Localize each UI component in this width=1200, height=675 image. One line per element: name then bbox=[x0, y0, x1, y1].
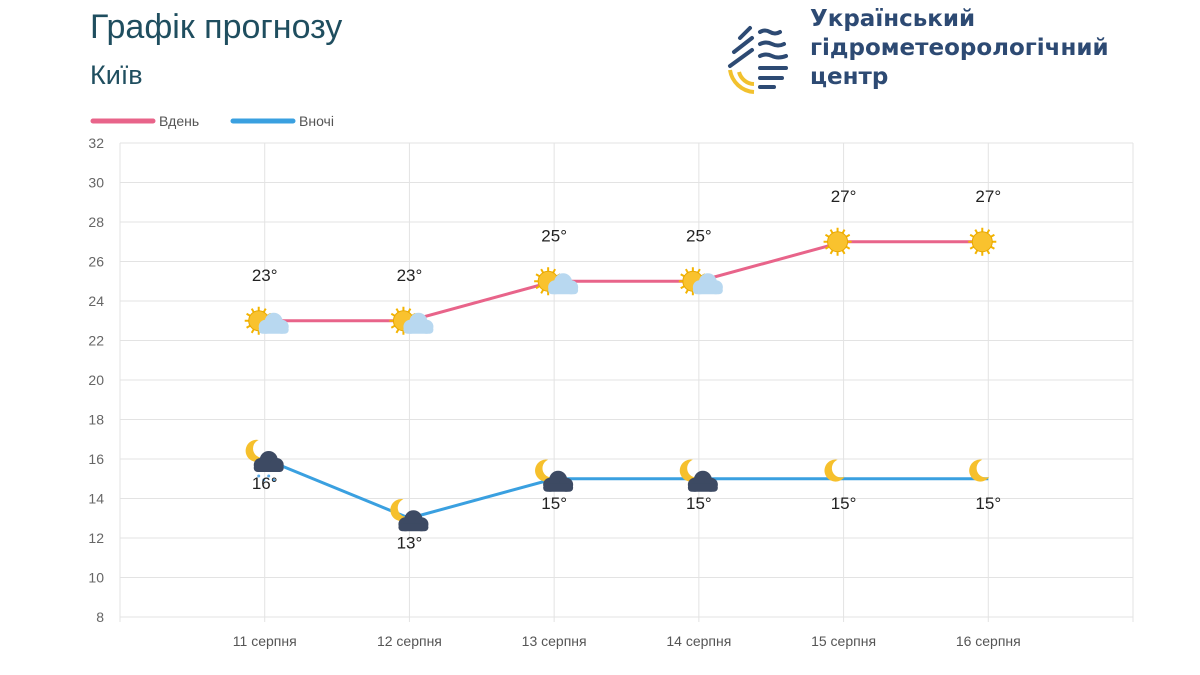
cloud-icon bbox=[687, 470, 718, 492]
weather-icon-moon-cloud bbox=[679, 459, 718, 492]
cloud-icon bbox=[543, 470, 574, 492]
cloud-icon bbox=[403, 312, 434, 334]
data-label: 23° bbox=[252, 266, 278, 285]
moon-icon bbox=[679, 459, 700, 482]
ukrhydromet-logo-icon bbox=[728, 26, 788, 94]
weather-icon-sun-cloud bbox=[678, 267, 723, 296]
rain-drop bbox=[257, 474, 261, 478]
rain-drop bbox=[272, 478, 276, 482]
data-label: 25° bbox=[686, 226, 712, 245]
moon-icon bbox=[390, 499, 411, 522]
cloud-icon bbox=[253, 451, 284, 472]
data-label: 27° bbox=[975, 187, 1001, 206]
cloud-icon bbox=[398, 510, 429, 532]
weather-icon-sun-cloud bbox=[389, 306, 434, 335]
city-name: Київ bbox=[90, 60, 143, 90]
legend-label: Вночі bbox=[299, 113, 334, 129]
data-label: 13° bbox=[397, 533, 423, 552]
rain-drop bbox=[267, 474, 271, 478]
weather-icon-moon bbox=[969, 459, 990, 482]
moon-icon bbox=[969, 459, 990, 482]
cloud-icon bbox=[258, 312, 289, 334]
series-line-day bbox=[264, 240, 989, 323]
weather-icon-sun bbox=[823, 227, 852, 256]
page-title: Графік прогнозу bbox=[90, 8, 343, 46]
sun-icon bbox=[823, 227, 852, 256]
y-tick-label: 24 bbox=[88, 293, 104, 309]
weather-icon-moon bbox=[824, 459, 845, 482]
moon-icon bbox=[824, 459, 845, 482]
data-label: 15° bbox=[686, 494, 712, 513]
org-line-1: Український bbox=[810, 6, 976, 32]
y-tick-label: 20 bbox=[88, 372, 104, 388]
y-tick-label: 18 bbox=[88, 412, 104, 428]
moon-icon bbox=[535, 459, 556, 482]
y-tick-label: 16 bbox=[88, 451, 104, 467]
weather-icon-sun-cloud bbox=[534, 267, 579, 296]
data-label: 16° bbox=[252, 474, 278, 493]
data-label: 23° bbox=[397, 266, 423, 285]
weather-icon-moon-cloud bbox=[535, 459, 574, 492]
weather-icon-moon-rain bbox=[245, 439, 284, 472]
weather-icon-moon-cloud bbox=[390, 499, 429, 532]
x-tick-label: 16 серпня bbox=[956, 633, 1021, 649]
data-label: 15° bbox=[831, 494, 857, 513]
x-tick-label: 14 серпня bbox=[666, 633, 731, 649]
rain-drop bbox=[262, 478, 266, 482]
organization-name: Український гідрометеорологічний центр bbox=[810, 5, 1109, 92]
org-line-3: центр bbox=[810, 64, 889, 90]
weather-icon-sun-cloud bbox=[244, 306, 289, 335]
data-label: 27° bbox=[831, 187, 857, 206]
y-tick-label: 30 bbox=[88, 175, 104, 191]
y-tick-label: 22 bbox=[88, 333, 104, 349]
x-tick-label: 12 серпня bbox=[377, 633, 442, 649]
y-tick-label: 12 bbox=[88, 530, 104, 546]
y-tick-label: 8 bbox=[96, 609, 104, 625]
data-label: 25° bbox=[541, 226, 567, 245]
weather-icon-sun bbox=[968, 227, 997, 256]
cloud-icon bbox=[692, 273, 723, 295]
sun-icon bbox=[968, 227, 997, 256]
data-label: 15° bbox=[541, 494, 567, 513]
y-tick-label: 28 bbox=[88, 214, 104, 230]
cloud-icon bbox=[548, 273, 579, 295]
y-tick-label: 26 bbox=[88, 254, 104, 270]
x-tick-label: 15 серпня bbox=[811, 633, 876, 649]
legend-label: Вдень bbox=[159, 113, 199, 129]
x-tick-label: 13 серпня bbox=[522, 633, 587, 649]
x-tick-label: 11 серпня bbox=[233, 633, 297, 649]
org-line-2: гідрометеорологічний bbox=[810, 35, 1109, 61]
y-tick-label: 10 bbox=[88, 570, 104, 586]
y-tick-label: 32 bbox=[88, 135, 104, 151]
series-line-night bbox=[264, 457, 989, 520]
y-tick-label: 14 bbox=[88, 491, 104, 507]
data-label: 15° bbox=[975, 494, 1001, 513]
moon-icon bbox=[245, 439, 266, 462]
